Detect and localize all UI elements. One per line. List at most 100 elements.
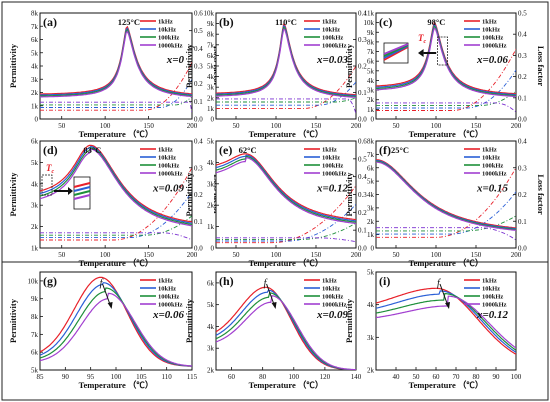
legend-label: 100kHz [482, 35, 503, 42]
loss-line-10kHz [216, 203, 356, 242]
tc-subscript: c [424, 39, 427, 45]
x-tick-label: 200 [187, 122, 198, 130]
y2-tick-label: 0.6 [358, 138, 367, 146]
x-axis-title: Temperature （℃） [79, 258, 154, 268]
loss-line-1000kHz [376, 102, 516, 113]
y2-tick-label: 0.0 [518, 245, 527, 253]
composition-label: x=0.03 [316, 54, 349, 66]
legend-label: 1000kHz [322, 302, 347, 309]
series-line-1000kHz [40, 148, 192, 227]
y-tick-label: 8k [31, 10, 39, 18]
y-tick-label: 0 [211, 116, 215, 124]
loss-line-10kHz [376, 69, 516, 109]
x-tick-label: 150 [311, 122, 322, 130]
y2-axis-title: Loss factor [536, 46, 546, 87]
y-tick-label: 1k [31, 245, 39, 253]
y-tick-label: 1k [367, 231, 375, 239]
x-tick-label: 110 [162, 373, 173, 381]
y-tick-label: 4k [207, 323, 215, 331]
y2-tick-label: 0.3 [518, 52, 527, 60]
y2-tick-label: 0.3 [358, 36, 367, 44]
inset-line [383, 45, 409, 59]
x-tick-label: 100 [271, 251, 282, 259]
composition-label: x=0.06 [476, 54, 509, 66]
legend-label: 100kHz [322, 163, 343, 170]
loss-line-10kHz [40, 79, 192, 108]
composition-label: x=0.12 [316, 182, 349, 194]
legend-label: 100kHz [482, 294, 503, 301]
series-line-1000kHz [40, 292, 192, 367]
series-group [376, 287, 516, 355]
x-tick-label: 100 [271, 122, 282, 130]
y-axis-title: Permittivity [344, 172, 354, 217]
loss-line-1000kHz [216, 98, 356, 114]
series-line-1kHz [216, 153, 356, 221]
x-tick-label: 80 [473, 373, 481, 381]
y-tick-label: 1k [31, 102, 39, 110]
x-tick-label: 90 [493, 373, 501, 381]
y2-tick-label: 0.6 [194, 10, 203, 18]
loss-line-1000kHz [40, 232, 192, 241]
x-axis-title: Temperature （℃） [409, 129, 484, 139]
legend-label: 100kHz [158, 35, 179, 42]
x-tick-label: 100 [431, 251, 442, 259]
tc-box [437, 36, 448, 66]
series-group [216, 286, 356, 370]
y-tick-label: 9k [367, 29, 375, 37]
y-axis-title: Permittivity [184, 172, 194, 217]
panel-label: (d) [43, 143, 58, 157]
x-tick-label: 60 [228, 373, 236, 381]
y-tick-label: 3k [367, 87, 375, 95]
legend-label: 1kHz [158, 147, 173, 154]
y2-tick-label: 0.2 [194, 80, 203, 88]
legend-label: 1000kHz [158, 43, 183, 50]
series-line-1000kHz [376, 27, 516, 98]
series-line-10kHz [40, 282, 192, 367]
series-line-1000kHz [216, 295, 356, 370]
y-tick-label: 2k [207, 202, 215, 210]
composition-label: x=0 [166, 54, 185, 66]
legend-label: 100kHz [158, 163, 179, 170]
y-tick-label: 2k [207, 94, 215, 102]
y-tick-label: 1k [367, 106, 375, 114]
frequency-label: f [264, 278, 268, 289]
x-tick-label: 200 [187, 251, 198, 259]
peak-label: 62°C [239, 145, 257, 155]
legend-label: 100kHz [322, 35, 343, 42]
y-tick-label: 2k [367, 218, 375, 226]
frequency-arrowhead-icon [271, 302, 277, 309]
series-line-100kHz [40, 287, 192, 367]
y2-tick-label: 0.1 [194, 98, 203, 106]
panel-label: (g) [43, 274, 57, 288]
y-tick-label: 7k [367, 151, 375, 159]
y-tick-label: 6k [31, 349, 39, 357]
x-tick-label: 200 [511, 122, 522, 130]
y-tick-label: 3k [367, 204, 375, 212]
loss-line-1kHz [376, 167, 516, 238]
panel-label: (h) [219, 274, 234, 288]
legend-label: 100kHz [322, 294, 343, 301]
x-tick-label: 200 [511, 251, 522, 259]
series-group [40, 25, 192, 114]
x-tick-label: 100 [289, 373, 300, 381]
y2-tick-label: 0.2 [194, 191, 203, 199]
loss-line-100kHz [40, 96, 192, 106]
panel-label: (b) [219, 15, 234, 29]
y-tick-label: 0 [35, 116, 39, 124]
legend-label: 1000kHz [482, 171, 507, 178]
x-tick-label: 150 [311, 251, 322, 259]
peak-label: 25°C [391, 145, 409, 155]
frequency-label: f [437, 278, 441, 289]
y-tick-label: 5k [31, 367, 39, 375]
y-axis-title: Permittivity [344, 298, 354, 343]
y-tick-label: 5k [207, 138, 215, 146]
y-tick-label: 6k [31, 36, 39, 44]
y2-tick-label: 0.0 [358, 245, 367, 253]
x-tick-label: 150 [471, 122, 482, 130]
legend-label: 1000kHz [322, 43, 347, 50]
y-tick-label: 0 [371, 245, 375, 253]
series-group [376, 21, 516, 113]
y-tick-label: 5k [31, 159, 39, 167]
loss-line-10kHz [40, 191, 192, 239]
